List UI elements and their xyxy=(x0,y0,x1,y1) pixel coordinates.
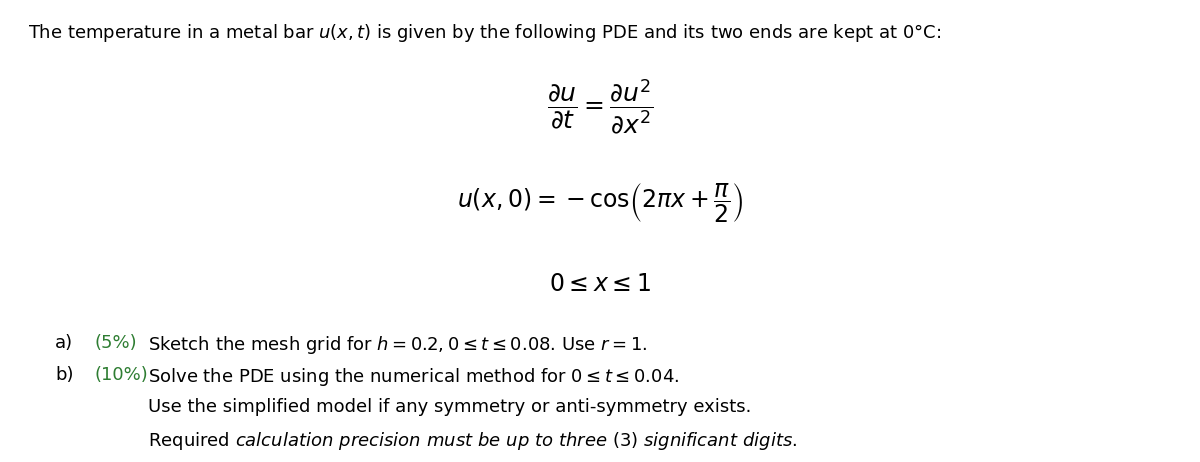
Text: b): b) xyxy=(55,366,73,384)
Text: (10%): (10%) xyxy=(95,366,149,384)
Text: $0 \leq x \leq 1$: $0 \leq x \leq 1$ xyxy=(550,272,650,296)
Text: The temperature in a metal bar $u\left(x,t\right)$ is given by the following PDE: The temperature in a metal bar $u\left(x… xyxy=(28,22,941,44)
Text: Sketch the mesh grid for $h = 0.2, 0 \leq t \leq 0.08$. Use $r = 1$.: Sketch the mesh grid for $h = 0.2, 0 \le… xyxy=(148,334,648,356)
Text: Use the simplified model if any symmetry or anti-symmetry exists.: Use the simplified model if any symmetry… xyxy=(148,398,751,416)
Text: $\dfrac{\partial u}{\partial t} = \dfrac{\partial u^2}{\partial x^2}$: $\dfrac{\partial u}{\partial t} = \dfrac… xyxy=(547,77,653,135)
Text: $u(x,0) = -\cos\!\left(2\pi x + \dfrac{\pi}{2}\right)$: $u(x,0) = -\cos\!\left(2\pi x + \dfrac{\… xyxy=(457,182,743,225)
Text: (5%): (5%) xyxy=(95,334,138,352)
Text: a): a) xyxy=(55,334,73,352)
Text: Required $\mathit{calculation\ precision\ must\ be\ up\ to\ three\ (3)\ signific: Required $\mathit{calculation\ precision… xyxy=(148,430,797,452)
Text: Solve the PDE using the numerical method for $0 \leq t \leq 0.04$.: Solve the PDE using the numerical method… xyxy=(148,366,679,388)
